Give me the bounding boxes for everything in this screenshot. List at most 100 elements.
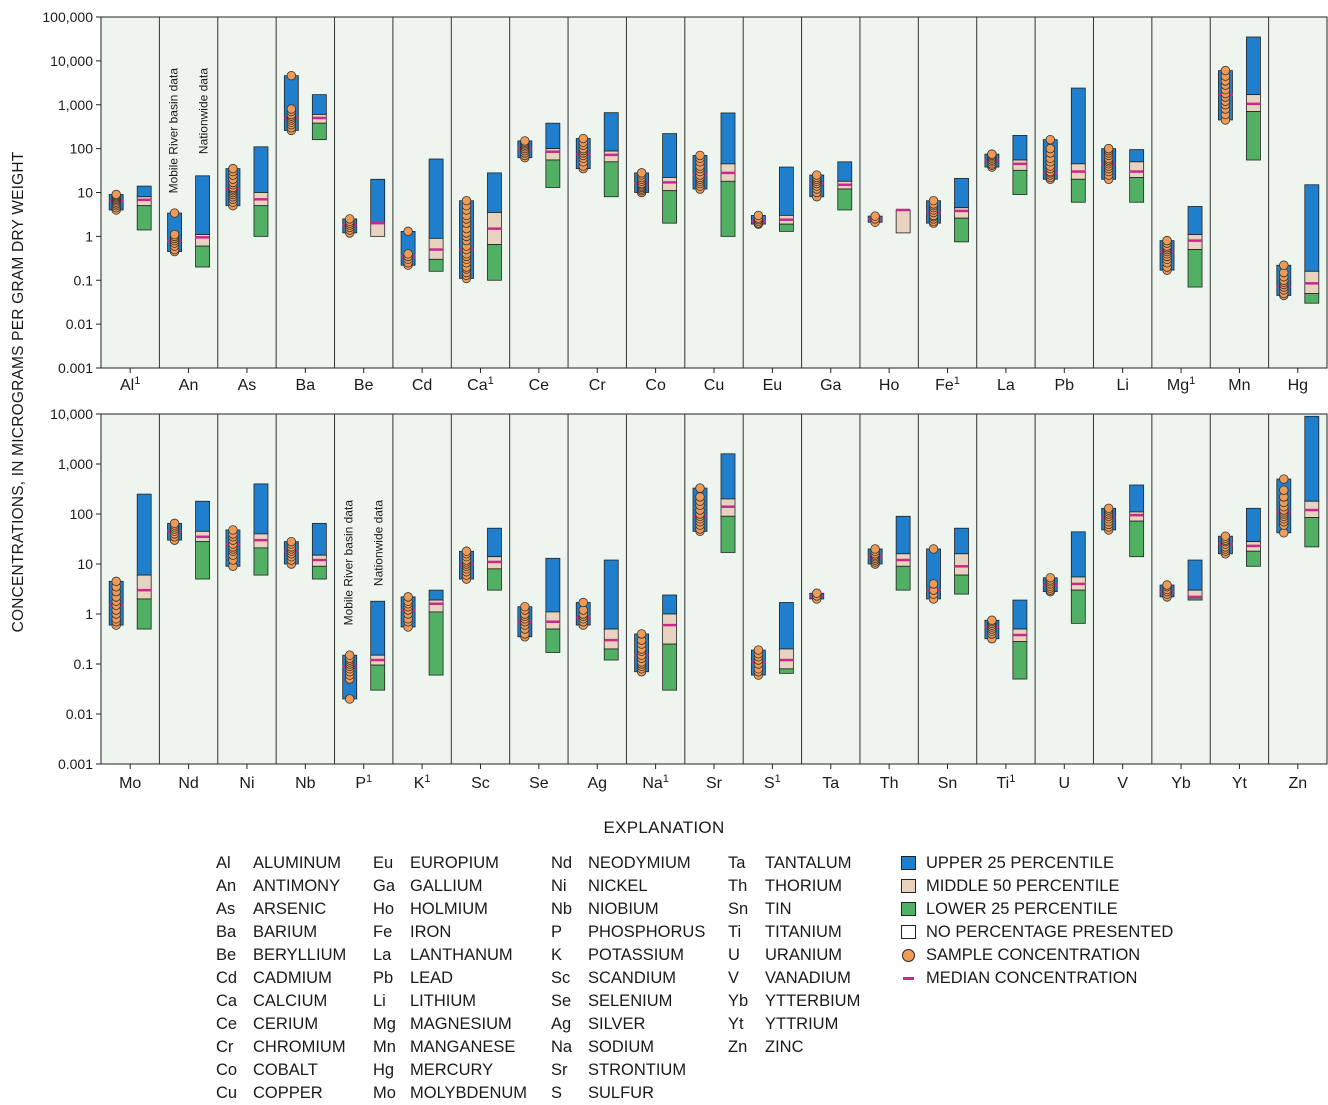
element-name: LITHIUM bbox=[410, 992, 476, 1010]
abbreviation-row: Ho HOLMIUM bbox=[373, 898, 527, 921]
nation-upper-25 bbox=[662, 133, 678, 178]
nation-upper-25 bbox=[370, 178, 386, 224]
nation-upper-25 bbox=[778, 166, 794, 216]
y-tick-label: 1,000 bbox=[58, 456, 93, 472]
element-symbol: Mo bbox=[373, 1084, 396, 1102]
element-symbol: Ga bbox=[373, 877, 396, 895]
superscript-note: 1 bbox=[775, 773, 781, 785]
sample-point bbox=[169, 229, 180, 240]
element-symbol: As bbox=[216, 900, 236, 918]
sample-point bbox=[870, 544, 880, 554]
nation-lower-25 bbox=[603, 648, 619, 661]
plot-area bbox=[100, 413, 1328, 765]
element-La: La bbox=[984, 135, 1028, 394]
element-name: TANTALUM bbox=[765, 854, 852, 872]
nation-upper-25 bbox=[1187, 206, 1203, 235]
sample-point bbox=[1279, 485, 1289, 495]
x-tick-label: V bbox=[1117, 775, 1128, 792]
sample-point bbox=[695, 492, 705, 502]
element-Ca: Ca1 bbox=[459, 172, 502, 394]
y-tick-label: 0.01 bbox=[66, 316, 93, 332]
legend-label: MEDIAN CONCENTRATION bbox=[926, 969, 1138, 987]
y-tick-label: 0.1 bbox=[74, 272, 94, 288]
abbreviation-row: An ANTIMONY bbox=[216, 875, 346, 898]
y-tick-label: 0.001 bbox=[58, 360, 93, 376]
element-name: ANTIMONY bbox=[253, 877, 341, 895]
nation-upper-25 bbox=[954, 527, 969, 555]
superscript-note: 1 bbox=[1009, 773, 1015, 785]
nation-lower-25 bbox=[311, 565, 327, 580]
nation-lower-25 bbox=[311, 122, 327, 141]
legend-label: NO PERCENTAGE PRESENTED bbox=[926, 923, 1174, 941]
nation-middle-50 bbox=[954, 207, 969, 219]
element-name: MERCURY bbox=[410, 1061, 494, 1079]
element-S: S1 bbox=[750, 602, 794, 792]
y-tick-label: 10,000 bbox=[50, 406, 93, 422]
element-Ce: Ce bbox=[517, 122, 561, 394]
element-name: YTTERBIUM bbox=[765, 992, 861, 1010]
element-name: BARIUM bbox=[253, 923, 318, 941]
abbreviation-row: Co COBALT bbox=[216, 1059, 346, 1082]
nation-upper-25 bbox=[545, 557, 561, 613]
x-tick-label: Yt bbox=[1232, 775, 1248, 792]
nation-upper-25 bbox=[603, 112, 619, 152]
abbreviation-row: As ARSENIC bbox=[216, 898, 346, 921]
nation-lower-25 bbox=[1012, 641, 1028, 680]
x-tick-label: Mo bbox=[119, 775, 141, 792]
sample-point bbox=[636, 168, 647, 178]
abbreviation-row: Mn MANGANESE bbox=[373, 1036, 527, 1059]
nation-lower-25 bbox=[195, 541, 210, 580]
sample-point bbox=[345, 650, 355, 660]
sample-point bbox=[1220, 531, 1231, 541]
nation-upper-25 bbox=[136, 185, 152, 198]
abbreviation-row: Sc SCANDIUM bbox=[551, 967, 705, 990]
abbreviation-row: Ta TANTALUM bbox=[728, 852, 860, 875]
y-tick-label: 10 bbox=[77, 556, 93, 572]
element-Yb: Yb bbox=[1159, 559, 1203, 792]
sample-point bbox=[928, 544, 939, 554]
x-tick-label: Yb bbox=[1171, 775, 1191, 792]
sample-point bbox=[1045, 573, 1055, 583]
sample-point bbox=[753, 210, 764, 221]
x-tick-label: Ce bbox=[529, 377, 550, 394]
abbreviation-row: P PHOSPHORUS bbox=[551, 921, 705, 944]
abbreviation-row: Cr CHROMIUM bbox=[216, 1036, 346, 1059]
element-name: URANIUM bbox=[765, 946, 842, 964]
x-tick-label: Be bbox=[354, 377, 374, 394]
nation-upper-25 bbox=[837, 161, 853, 182]
sample-point bbox=[169, 518, 180, 529]
x-tick-label: Pb bbox=[1054, 377, 1074, 394]
legend-swatch bbox=[901, 879, 916, 893]
element-name: MANGANESE bbox=[410, 1038, 516, 1056]
nation-lower-25 bbox=[954, 574, 969, 595]
abbreviation-row: Sn TIN bbox=[728, 898, 860, 921]
nation-lower-25 bbox=[954, 217, 969, 243]
element-Cd: Cd bbox=[400, 158, 444, 394]
nationwide-annotation: Nationwide data bbox=[372, 500, 386, 586]
element-name: TITANIUM bbox=[765, 923, 842, 941]
nation-lower-25 bbox=[1070, 178, 1086, 203]
sample-point bbox=[111, 189, 121, 200]
sample-point bbox=[1162, 235, 1172, 246]
x-tick-label: Ti1 bbox=[996, 773, 1015, 792]
element-Pb: Pb bbox=[1042, 87, 1086, 394]
sample-point bbox=[520, 136, 530, 146]
element-P: P1 bbox=[342, 600, 386, 792]
nation-lower-25 bbox=[1304, 517, 1320, 548]
nation-middle-50 bbox=[954, 553, 969, 576]
legend-item: SAMPLE CONCENTRATION bbox=[900, 944, 1173, 967]
element-symbol: Cd bbox=[216, 969, 238, 987]
nation-upper-25 bbox=[253, 146, 269, 193]
element-Ho: Ho bbox=[867, 208, 911, 394]
element-name: YTTRIUM bbox=[765, 1015, 839, 1033]
nation-upper-25 bbox=[370, 600, 386, 656]
element-symbol: Ce bbox=[216, 1015, 238, 1033]
x-tick-label: Fe1 bbox=[935, 375, 960, 394]
nation-upper-25 bbox=[720, 453, 736, 500]
element-Zn: Zn bbox=[1276, 415, 1320, 792]
sample-point bbox=[1045, 134, 1055, 145]
x-tick-label: K1 bbox=[414, 773, 431, 792]
abbreviation-row: Pb LEAD bbox=[373, 967, 527, 990]
nation-upper-25 bbox=[662, 594, 678, 615]
nation-lower-25 bbox=[1187, 249, 1203, 288]
